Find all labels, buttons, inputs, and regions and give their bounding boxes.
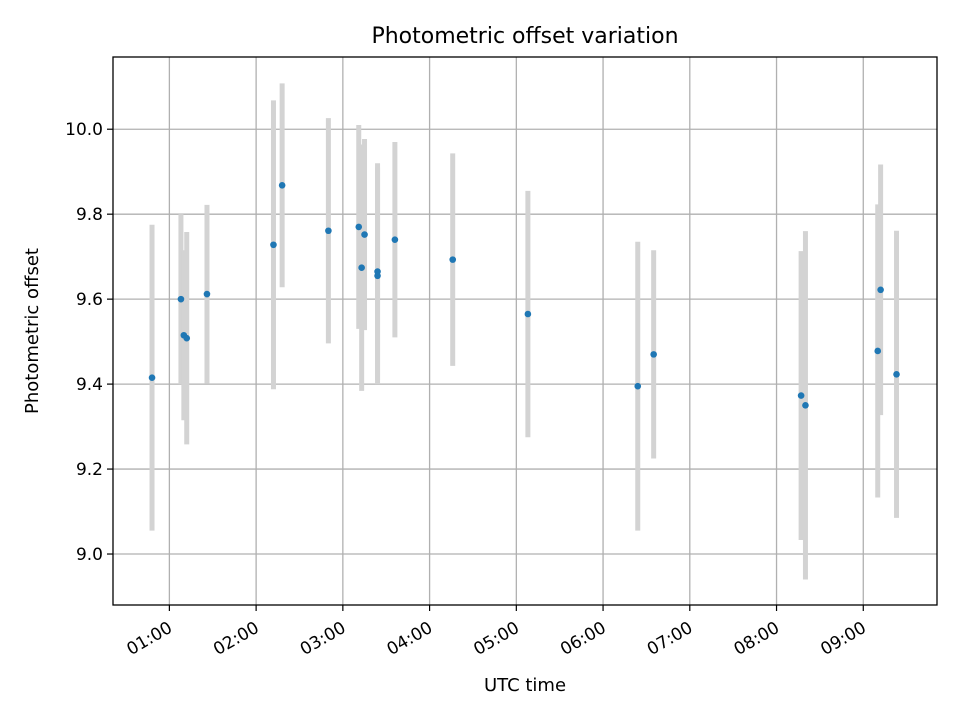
x-tick-label: 03:00 bbox=[297, 618, 349, 660]
data-point bbox=[391, 236, 399, 243]
data-point bbox=[270, 241, 277, 249]
data-point bbox=[355, 223, 363, 231]
x-axis-ticks: 01:00 02:00 03:00 04:00 05:00 06:00 07:00 08:00… bbox=[123, 605, 870, 660]
data-point bbox=[361, 231, 368, 238]
data-point bbox=[358, 264, 365, 272]
y-tick-label: 9.6 bbox=[76, 290, 103, 310]
data-points bbox=[148, 181, 900, 409]
y-tick-label: 10.0 bbox=[65, 120, 103, 140]
x-tick-label: 06:00 bbox=[557, 618, 609, 660]
x-tick-label: 02:00 bbox=[210, 618, 262, 660]
y-axis-label: Photometric offset bbox=[22, 248, 43, 414]
data-point bbox=[802, 402, 809, 409]
grid-lines bbox=[113, 57, 937, 605]
plot-frame bbox=[112, 56, 938, 606]
x-tick-label: 01:00 bbox=[123, 618, 175, 660]
y-tick-label: 9.8 bbox=[76, 205, 103, 225]
x-axis-label: UTC time bbox=[484, 675, 566, 696]
x-tick-label: 05:00 bbox=[470, 618, 522, 660]
data-point bbox=[874, 347, 882, 355]
y-tick-label: 9.2 bbox=[76, 460, 103, 480]
data-point bbox=[203, 290, 211, 298]
data-point bbox=[278, 181, 286, 189]
data-point bbox=[634, 382, 642, 390]
data-point bbox=[148, 374, 156, 382]
data-point bbox=[449, 256, 457, 263]
data-point bbox=[893, 371, 900, 378]
data-point bbox=[877, 286, 884, 294]
data-point bbox=[177, 295, 185, 303]
y-tick-label: 9.0 bbox=[76, 545, 103, 565]
data-point bbox=[650, 351, 657, 358]
chart-title: Photometric offset variation bbox=[371, 24, 678, 49]
x-tick-label: 09:00 bbox=[817, 618, 869, 660]
data-point bbox=[524, 310, 532, 318]
data-point bbox=[797, 392, 805, 399]
y-tick-label: 9.4 bbox=[76, 375, 103, 395]
y-axis-ticks: 9.0 9.2 9.4 9.6 9.8 10.0 bbox=[65, 120, 113, 565]
data-point bbox=[374, 272, 381, 280]
data-point bbox=[325, 227, 332, 235]
x-tick-label: 07:00 bbox=[644, 618, 696, 660]
data-point bbox=[183, 334, 191, 342]
error-bars bbox=[149, 83, 900, 580]
x-tick-label: 04:00 bbox=[384, 618, 436, 660]
x-tick-label: 08:00 bbox=[731, 618, 783, 660]
